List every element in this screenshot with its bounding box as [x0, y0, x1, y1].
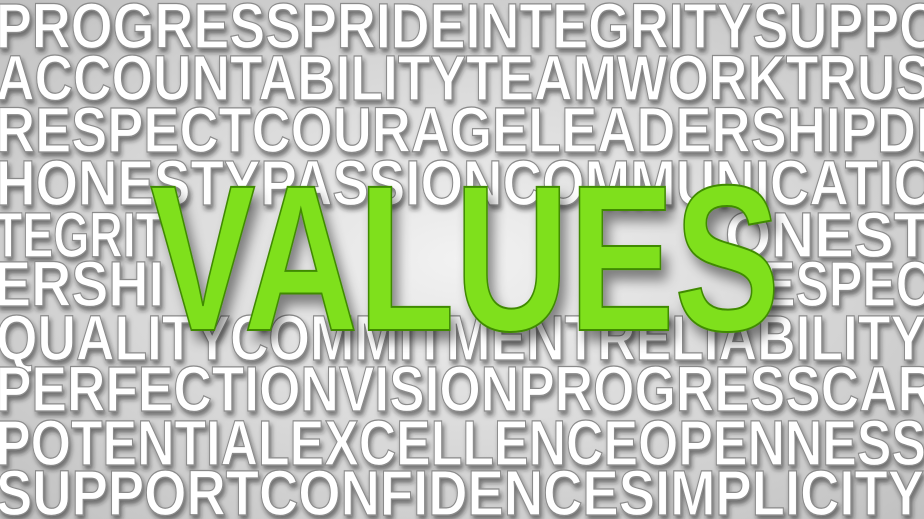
background-word: ESPEC — [762, 248, 924, 320]
background-word: HONESTYPASSIONCOMMUNICATIO — [0, 147, 924, 219]
background-word: POTENTIALEXCELLENCEOPENNESS — [0, 407, 924, 479]
background-word: PERFECTIONVISIONPROGRESSCAR — [0, 353, 924, 425]
background-word: ACCOUNTABILITYTEAMWORKTRUS — [0, 42, 924, 114]
background-word: TEGRIT — [0, 199, 164, 271]
title: VALUES — [150, 143, 780, 375]
background-word: ERSHI — [0, 248, 164, 320]
background-word: SUPPORTCONFIDENCESIMPLICITY — [0, 457, 924, 519]
background-word: ONEST — [725, 199, 924, 271]
background-word: QUALITYCOMMITMENTRELIABILITY — [0, 302, 924, 374]
background-word: PROGRESSPRIDEINTEGRITYSUPPO — [0, 0, 924, 62]
background-word: RESPECTCOURAGELEADERSHIPDI — [0, 94, 924, 166]
